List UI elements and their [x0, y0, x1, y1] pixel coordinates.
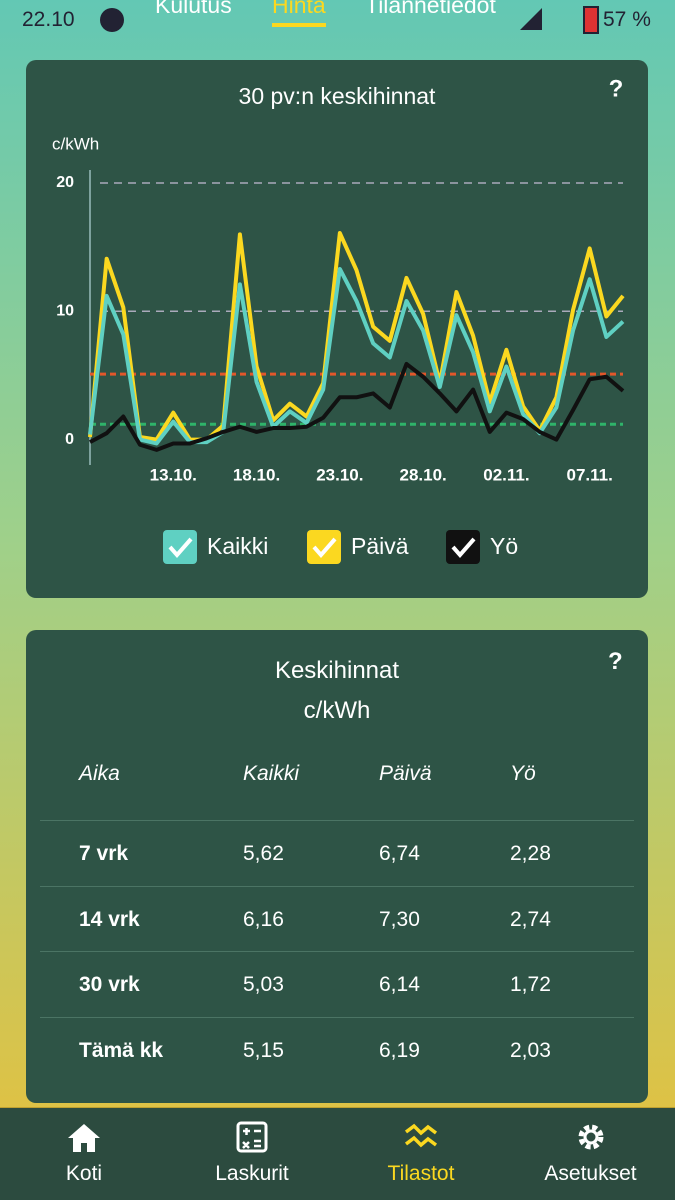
table-cell: 14 vrk [79, 907, 140, 931]
home-icon [68, 1124, 100, 1152]
table-cell: 5,62 [243, 842, 284, 865]
bottom-nav: Koti Laskurit Tilastot Asetukset [0, 1107, 675, 1200]
y-tick-label: 0 [65, 431, 74, 448]
nav-item[interactable]: Asetukset [544, 1162, 637, 1185]
table-cell: Tämä kk [79, 1039, 164, 1063]
nav-item[interactable]: Koti [65, 1162, 103, 1185]
legend-checkbox[interactable] [307, 530, 341, 564]
chart-card: 30 pv:n keskihinnat ? c/kWh 0 10 20 13.10. 1… [26, 60, 648, 598]
tab-active[interactable]: Hinta [272, 0, 326, 27]
series-line [88, 231, 625, 442]
table-title: Keskihinnat [274, 657, 400, 684]
table-cell: 7,30 [379, 907, 420, 931]
legend-label: Päivä [351, 533, 409, 559]
x-tick-label: 07.11. [567, 465, 613, 484]
table-card: Keskihinnat c/kWh ? Aika Kaikki Päivä Yö 7 v… [26, 630, 648, 1103]
table-cell: 6,14 [379, 973, 420, 997]
table-cell: 6,16 [243, 907, 284, 931]
x-tick-label: 28.10. [399, 465, 446, 484]
legend-checkbox[interactable] [446, 530, 480, 564]
tab[interactable]: Kulutus [155, 0, 232, 18]
column-header: Yö [510, 762, 536, 785]
calculator-icon [236, 1121, 268, 1153]
status-battery: 57 % [603, 8, 651, 31]
column-header: Aika [79, 762, 120, 785]
x-tick-label: 18.10. [233, 465, 280, 484]
x-tick-label: 13.10. [150, 465, 197, 484]
help-button[interactable]: ? [608, 648, 623, 675]
chart-title: 30 pv:n keskihinnat [239, 83, 437, 109]
table-cell: 5,15 [243, 1039, 284, 1063]
column-header: Kaikki [243, 762, 300, 785]
row-divider [40, 951, 634, 953]
x-tick-label: 23.10. [316, 465, 363, 484]
table-cell: 6,74 [379, 842, 420, 865]
table-cell: 5,03 [243, 973, 284, 997]
row-divider [40, 885, 634, 887]
battery-icon [583, 6, 599, 34]
y-tick-label: 10 [56, 303, 74, 320]
series-line [89, 361, 625, 452]
table-cell: 1,72 [510, 973, 551, 997]
y-tick-label: 20 [56, 174, 74, 191]
column-header: Päivä [379, 762, 432, 785]
table-subtitle: c/kWh [303, 697, 371, 724]
legend-checkbox[interactable] [163, 530, 197, 564]
table-cell: 6,19 [379, 1039, 420, 1063]
legend-check [168, 537, 193, 559]
status-time: 22.10 [22, 8, 75, 31]
help-button[interactable]: ? [609, 75, 624, 102]
row-divider [40, 820, 634, 821]
x-tick-label: 02.11. [483, 465, 529, 484]
tab[interactable]: Tilannetiedot [365, 0, 496, 18]
status-icon [100, 8, 124, 32]
table-cell: 2,03 [510, 1039, 551, 1063]
table-cell: 2,28 [510, 842, 551, 865]
nav-item-active[interactable]: Tilastot [387, 1162, 455, 1185]
chart: 30 pv:n keskihinnat ? c/kWh 0 10 20 13.10. 1… [52, 75, 625, 564]
table-cell: 7 vrk [79, 842, 129, 865]
legend-check [451, 537, 476, 559]
stats-icon [404, 1123, 438, 1148]
legend-label: Yö [490, 533, 518, 559]
legend-check [312, 537, 337, 559]
nav-item[interactable]: Laskurit [215, 1162, 289, 1185]
table-cell: 2,74 [510, 907, 551, 931]
legend-label: Kaikki [207, 533, 268, 559]
row-divider [40, 1017, 634, 1019]
settings-icon [578, 1124, 604, 1150]
signal-icon [520, 8, 542, 30]
y-axis-label: c/kWh [52, 134, 99, 153]
table-cell: 30 vrk [79, 973, 140, 997]
